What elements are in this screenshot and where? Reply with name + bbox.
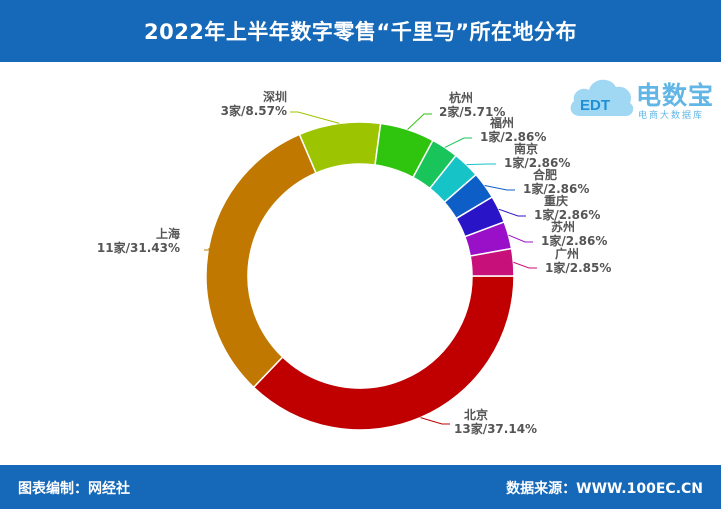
logo-subtitle: 电商大数据库 bbox=[638, 111, 705, 121]
cloud-logo-icon: EDT bbox=[570, 79, 634, 116]
footer-source: 数据来源：WWW.100EC.CN bbox=[506, 481, 703, 497]
leader-line-苏州 bbox=[508, 234, 533, 243]
chart-title: 2022年上半年数字零售“千里马”所在地分布 bbox=[143, 20, 578, 44]
leader-line-南京 bbox=[466, 163, 496, 166]
slice-name-label: 南京 bbox=[514, 141, 538, 156]
slice-上海 bbox=[205, 133, 317, 389]
slice-name-label: 福州 bbox=[489, 115, 514, 130]
leader-line-杭州 bbox=[407, 113, 432, 130]
slice-name-label: 深圳 bbox=[263, 89, 287, 104]
slice-value-label: 11家/31.43% bbox=[97, 240, 180, 255]
slice-value-label: 1家/2.86% bbox=[523, 181, 589, 196]
footer-editor: 图表编制：网经社 bbox=[18, 481, 130, 497]
chart-header: 2022年上半年数字零售“千里马”所在地分布 bbox=[0, 0, 721, 62]
slice-name-label: 杭州 bbox=[449, 90, 473, 105]
slice-value-label: 13家/37.14% bbox=[454, 421, 537, 436]
slice-name-label: 重庆 bbox=[544, 193, 568, 208]
slice-广州 bbox=[469, 247, 515, 277]
slice-name-label: 苏州 bbox=[551, 219, 575, 234]
slice-value-label: 1家/2.85% bbox=[545, 260, 611, 275]
slice-value-label: 2家/5.71% bbox=[439, 104, 505, 119]
chart-footer: 图表编制：网经社 数据来源：WWW.100EC.CN bbox=[0, 465, 721, 509]
slice-name-label: 北京 bbox=[464, 407, 488, 422]
slice-value-label: 1家/2.86% bbox=[480, 129, 546, 144]
leader-line-广州 bbox=[513, 261, 537, 269]
slice-name-label: 上海 bbox=[156, 226, 180, 241]
slice-name-label: 合肥 bbox=[533, 167, 557, 182]
leader-line-深圳 bbox=[290, 111, 340, 124]
logo: EDT 电数宝 电商大数据库 bbox=[566, 70, 716, 126]
logo-brand: 电数宝 bbox=[636, 81, 715, 110]
slice-value-label: 1家/2.86% bbox=[504, 155, 570, 170]
leader-line-福州 bbox=[444, 137, 472, 148]
leader-line-重庆 bbox=[498, 208, 526, 217]
slice-北京 bbox=[252, 275, 515, 431]
logo-badge: EDT bbox=[580, 97, 610, 114]
slice-value-label: 1家/2.86% bbox=[534, 207, 600, 222]
slice-name-label: 广州 bbox=[555, 246, 579, 261]
leader-line-上海 bbox=[204, 248, 213, 251]
leader-line-合肥 bbox=[484, 184, 515, 191]
leader-line-北京 bbox=[420, 417, 450, 425]
slice-value-label: 3家/8.57% bbox=[221, 103, 287, 118]
slice-value-label: 1家/2.86% bbox=[541, 233, 607, 248]
